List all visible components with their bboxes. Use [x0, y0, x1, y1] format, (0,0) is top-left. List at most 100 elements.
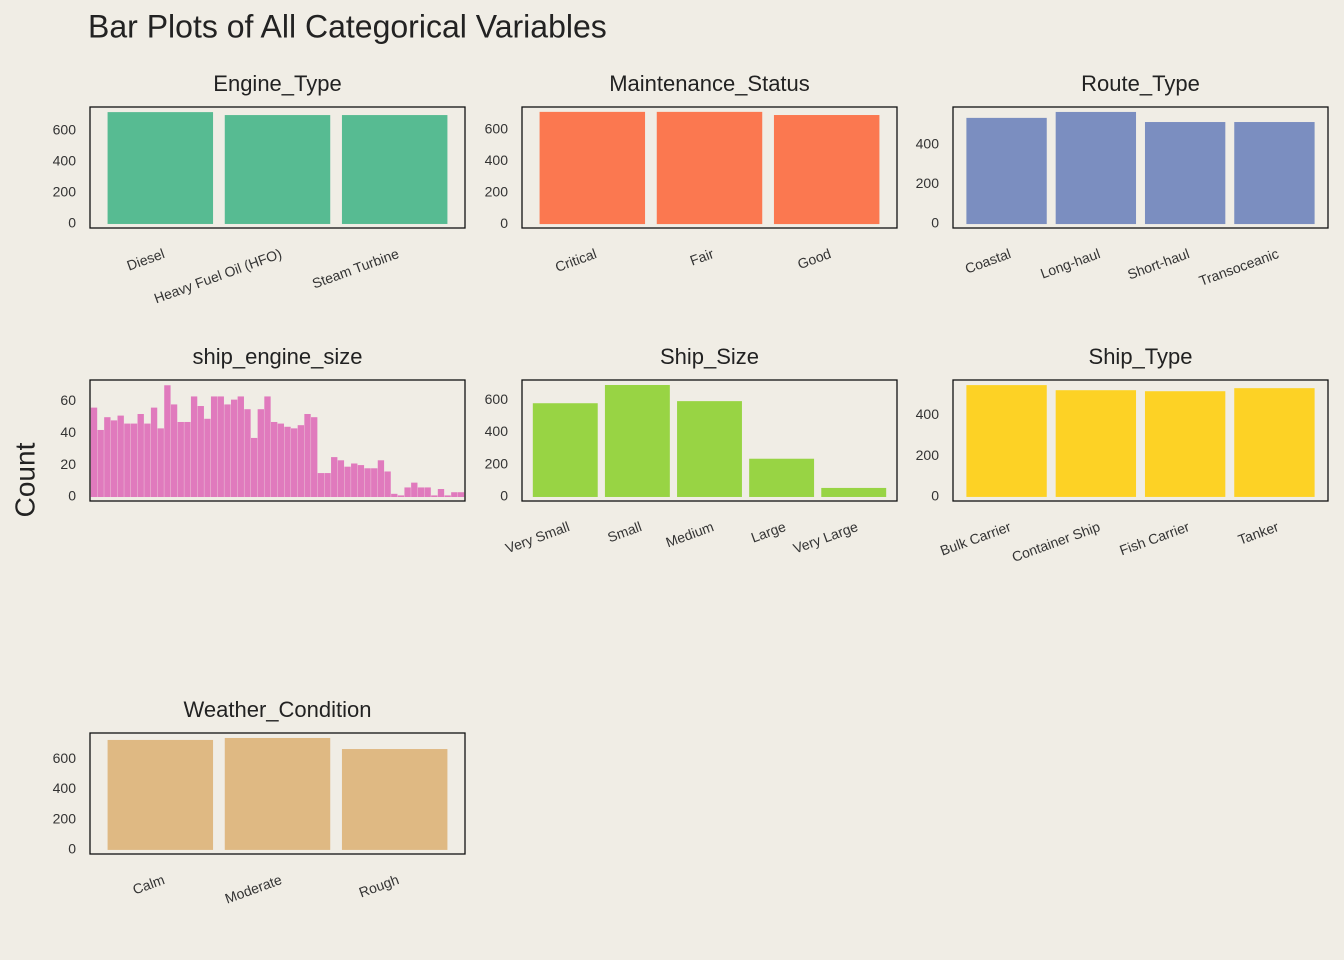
- y-tick-label: 200: [53, 810, 77, 826]
- panel-frame: [521, 379, 898, 502]
- y-tick-label: 400: [916, 136, 940, 152]
- x-tick-label: Fair: [688, 245, 716, 268]
- bar: [351, 463, 358, 498]
- bar: [224, 737, 331, 850]
- y-tick-label: 0: [500, 488, 508, 504]
- bar: [1055, 390, 1137, 497]
- bar: [107, 112, 214, 224]
- bar: [377, 460, 385, 498]
- bar: [250, 437, 258, 498]
- bar: [291, 428, 298, 498]
- bar: [164, 385, 171, 498]
- bar: [604, 385, 670, 497]
- bar: [230, 399, 238, 498]
- bar: [190, 396, 198, 498]
- bar: [217, 396, 224, 498]
- bar: [966, 385, 1047, 497]
- bar: [341, 749, 448, 850]
- bar: [124, 423, 131, 498]
- bar: [97, 429, 104, 498]
- bar: [317, 473, 325, 498]
- panel-title: Ship_Size: [660, 344, 759, 369]
- y-tick-label: 0: [931, 488, 939, 504]
- bar: [457, 492, 465, 498]
- panel-title: Route_Type: [1081, 71, 1200, 96]
- panel-title: Engine_Type: [213, 71, 341, 96]
- y-tick-label: 0: [931, 215, 939, 231]
- bar: [411, 482, 418, 498]
- bar: [324, 473, 331, 498]
- bar: [257, 409, 264, 498]
- y-tick-label: 600: [53, 122, 77, 138]
- panel-frame: [89, 379, 466, 502]
- y-tick-label: 400: [53, 780, 77, 796]
- bar: [110, 420, 118, 498]
- bar: [966, 117, 1047, 225]
- bar: [1234, 122, 1315, 225]
- bar: [1144, 122, 1226, 225]
- bar: [357, 465, 365, 498]
- bar: [117, 415, 124, 498]
- y-tick-label: 200: [916, 175, 940, 191]
- bar: [1144, 391, 1226, 497]
- bar: [337, 460, 345, 498]
- y-tick-label: 0: [68, 215, 76, 231]
- bar: [210, 396, 218, 498]
- y-tick-label: 0: [68, 841, 76, 857]
- bar: [431, 495, 438, 498]
- bar: [1234, 388, 1315, 497]
- panel-title: Weather_Condition: [184, 697, 372, 722]
- bar: [90, 407, 98, 498]
- bar: [197, 406, 204, 498]
- bar: [137, 414, 144, 498]
- bar: [437, 489, 445, 498]
- bar: [331, 457, 338, 498]
- bar: [244, 409, 251, 498]
- y-tick-label: 200: [53, 184, 77, 200]
- bar: [344, 466, 351, 498]
- bar: [170, 404, 178, 498]
- bar: [270, 421, 278, 498]
- bar: [397, 495, 405, 498]
- panel-title: ship_engine_size: [192, 344, 362, 369]
- bar: [539, 111, 646, 225]
- y-tick-label: 200: [916, 447, 940, 463]
- figure-title: Bar Plots of All Categorical Variables: [88, 8, 607, 44]
- y-tick-label: 600: [485, 120, 509, 136]
- y-tick-label: 40: [60, 424, 76, 440]
- y-tick-label: 20: [60, 456, 76, 472]
- bar: [177, 421, 184, 498]
- bar: [371, 468, 378, 498]
- y-tick-label: 600: [485, 391, 509, 407]
- bar: [1055, 111, 1137, 225]
- bar: [284, 426, 291, 498]
- bar: [184, 421, 191, 498]
- y-tick-label: 400: [53, 153, 77, 169]
- panel-title: Ship_Type: [1089, 344, 1193, 369]
- y-tick-label: 200: [485, 455, 509, 471]
- bar: [157, 428, 164, 498]
- bar: [150, 407, 158, 498]
- panel-frame: [952, 379, 1329, 502]
- bar: [311, 417, 318, 498]
- y-tick-label: 60: [60, 392, 76, 408]
- panel-frame: [89, 106, 466, 229]
- bar: [773, 115, 880, 225]
- bar: [391, 493, 398, 498]
- bar: [224, 404, 231, 498]
- y-tick-label: 400: [916, 406, 940, 422]
- bar: [277, 423, 285, 498]
- bar: [264, 396, 271, 498]
- bar: [404, 487, 411, 498]
- bar: [424, 487, 431, 498]
- y-tick-label: 0: [68, 488, 76, 504]
- y-tick-label: 400: [485, 423, 509, 439]
- bar: [237, 396, 244, 498]
- bar: [417, 487, 425, 498]
- bar: [384, 471, 391, 498]
- bar: [107, 739, 214, 850]
- panel-frame: [89, 732, 466, 855]
- bar: [364, 468, 371, 498]
- y-tick-label: 600: [53, 750, 77, 766]
